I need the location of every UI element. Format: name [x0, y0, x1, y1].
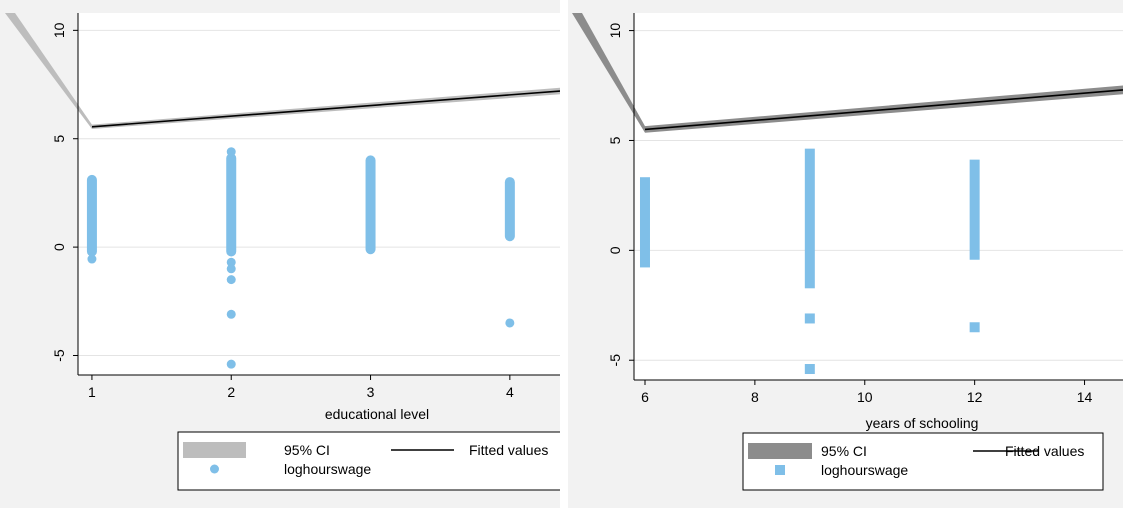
legend — [177, 431, 569, 491]
y-tick-label: -5 — [51, 349, 67, 362]
scatter-point — [226, 147, 236, 157]
scatter-point — [226, 257, 236, 267]
x-tick-label: 8 — [751, 389, 759, 405]
x-tick-label: 4 — [506, 384, 514, 400]
x-tick-label: 3 — [367, 384, 375, 400]
ci-band-artifact — [5, 13, 92, 129]
y-tick-label: 5 — [607, 136, 623, 144]
scatter-point-cluster — [226, 153, 237, 257]
legend-label-fit: Fitted values — [1005, 443, 1084, 459]
legend-swatch-ci — [748, 443, 812, 459]
legend-label-scatter: loghourswage — [284, 461, 371, 477]
y-tick-label: 5 — [51, 135, 67, 143]
scatter-point-cluster — [969, 159, 980, 260]
scatter-point-cluster — [86, 174, 97, 257]
legend — [742, 432, 1104, 491]
plot-content — [86, 87, 560, 369]
x-tick-label: 2 — [227, 384, 235, 400]
x-axis-label: educational level — [325, 406, 429, 422]
ci-band-artifact — [572, 13, 645, 133]
scatter-point — [505, 318, 515, 328]
scatter-point — [226, 309, 236, 319]
legend-label-scatter: loghourswage — [821, 462, 908, 478]
scatter-point — [226, 275, 236, 285]
x-tick-label: 1 — [88, 384, 96, 400]
plot-content — [639, 85, 1123, 375]
legend-swatch-scatter — [775, 465, 785, 475]
legend-label-ci: 95% CI — [284, 442, 330, 458]
y-tick-label: 10 — [607, 23, 623, 39]
legend-swatch-ci — [183, 442, 246, 458]
scatter-point — [969, 322, 980, 333]
plot-area — [78, 13, 560, 375]
legend-swatch-scatter — [210, 464, 219, 474]
fitted-line — [644, 89, 1123, 131]
x-axis-label: years of schooling — [866, 415, 979, 431]
legend-label-ci: 95% CI — [821, 443, 867, 459]
x-tick-label: 12 — [967, 389, 983, 405]
x-tick-label: 14 — [1077, 389, 1093, 405]
chart-panel-years-of-schooling: -5 0 5 10 6 8 10 12 14 years of schooling 95% CI Fi… — [568, 0, 1123, 513]
scatter-point — [804, 313, 815, 324]
scatter-point-cluster — [804, 148, 815, 289]
scatter-point — [804, 364, 815, 375]
chart-panel-educational-level: -5 0 5 10 1 2 3 4 educational level 95% CI Fitted … — [0, 0, 569, 513]
scatter-point-cluster — [639, 177, 650, 268]
plot-area — [634, 13, 1123, 380]
x-tick-label: 10 — [857, 389, 873, 405]
scatter-point-cluster — [365, 155, 376, 255]
scatter-point — [87, 254, 97, 264]
x-tick-label: 6 — [641, 389, 649, 405]
y-tick-label: 0 — [51, 243, 67, 251]
scatter-point-cluster — [504, 177, 515, 242]
chart-educational-level: -5 0 5 10 1 2 3 4 educational level 95% CI Fitted … — [0, 0, 569, 508]
y-tick-label: -5 — [607, 354, 623, 367]
y-tick-label: 10 — [51, 22, 67, 38]
scatter-point — [226, 264, 236, 274]
scatter-point — [226, 359, 236, 369]
chart-years-of-schooling: -5 0 5 10 6 8 10 12 14 years of schooling 95% CI Fi… — [568, 0, 1123, 508]
y-tick-label: 0 — [607, 246, 623, 254]
legend-label-fit: Fitted values — [469, 442, 548, 458]
fitted-line — [91, 90, 560, 128]
